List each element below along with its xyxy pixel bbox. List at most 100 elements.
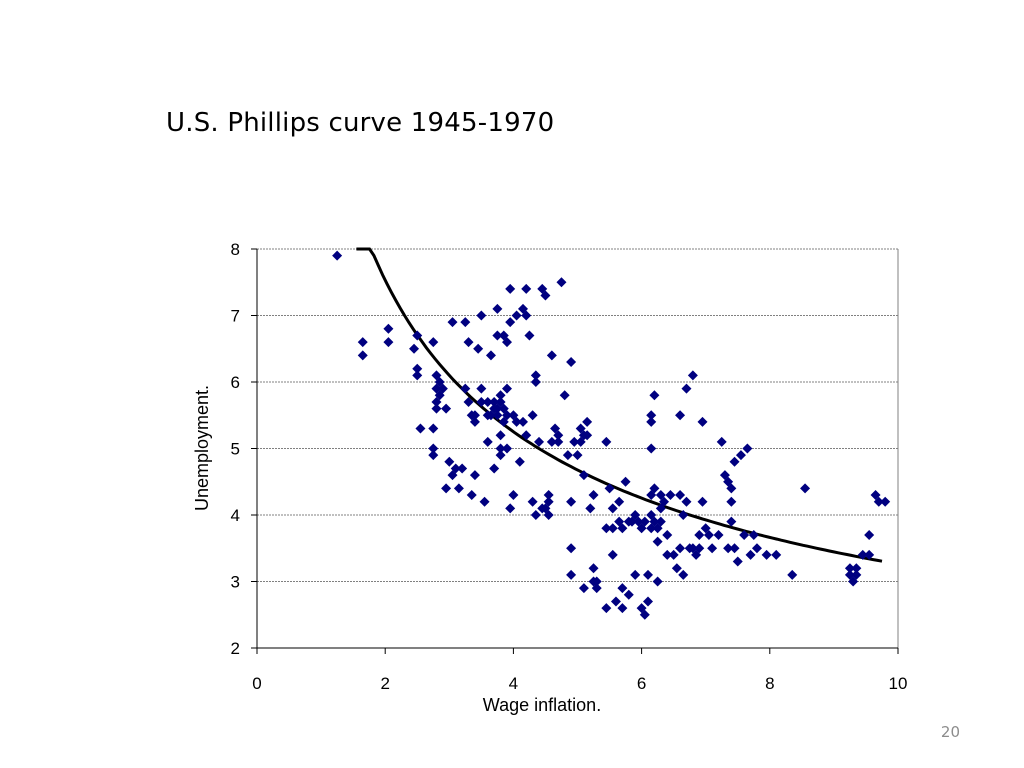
data-point (694, 543, 705, 554)
data-point (412, 370, 423, 381)
data-point (543, 490, 554, 501)
data-point (751, 543, 762, 554)
data-point (572, 450, 583, 461)
data-point (453, 483, 464, 494)
data-point (771, 549, 782, 560)
data-point (873, 496, 884, 507)
data-point (473, 343, 484, 354)
y-tick-label-5: 5 (231, 440, 240, 459)
data-point (851, 563, 862, 574)
data-point (607, 549, 618, 560)
data-point (678, 510, 689, 520)
data-point (864, 549, 875, 560)
data-point (607, 523, 618, 534)
data-point (582, 430, 593, 441)
data-point (662, 529, 673, 540)
y-axis-title: Unemployment. (192, 385, 212, 511)
data-point (851, 569, 862, 580)
data-point (668, 549, 679, 560)
data-point (428, 337, 439, 348)
data-point (492, 410, 503, 421)
data-point (428, 450, 439, 461)
data-point (857, 549, 868, 560)
data-point (482, 396, 493, 407)
data-point (457, 463, 468, 474)
data-point (553, 430, 564, 441)
data-point (659, 496, 670, 507)
data-point (652, 576, 663, 587)
data-point (518, 416, 529, 427)
x-tick-label-10: 10 (889, 674, 908, 693)
gridlines (257, 248, 899, 648)
data-point (540, 290, 551, 301)
x-tick-label-8: 8 (765, 674, 774, 693)
data-point (492, 303, 503, 314)
data-point (501, 383, 512, 394)
data-point (505, 503, 516, 514)
data-point (617, 583, 628, 594)
data-point (588, 490, 599, 501)
data-point (463, 337, 474, 348)
data-point (681, 496, 692, 507)
data-point (485, 350, 496, 361)
x-tick-label-4: 4 (509, 674, 518, 693)
data-point (357, 350, 368, 361)
data-point (482, 436, 493, 447)
data-point (601, 523, 612, 534)
data-point (469, 470, 480, 481)
data-point (527, 410, 538, 421)
data-point (726, 483, 737, 494)
y-tick-label-4: 4 (231, 506, 240, 525)
data-point (735, 450, 746, 461)
data-point (678, 569, 689, 580)
data-point (524, 330, 535, 341)
data-point (534, 436, 545, 447)
data-point (460, 383, 471, 394)
data-point (649, 390, 660, 401)
data-point (655, 516, 666, 527)
data-point (530, 370, 541, 381)
data-point (864, 529, 875, 540)
data-point (441, 403, 452, 414)
data-point (409, 343, 420, 354)
data-point (508, 490, 519, 501)
data-point (514, 456, 525, 467)
x-tick-label-6: 6 (637, 674, 646, 693)
data-point (726, 496, 737, 507)
data-point (546, 436, 557, 447)
trend-curve-group (356, 247, 883, 563)
data-point (732, 556, 743, 567)
data-point (466, 490, 477, 501)
y-tick-label-6: 6 (231, 373, 240, 392)
data-point (460, 317, 471, 328)
data-point (566, 569, 577, 580)
data-point (469, 410, 480, 421)
data-point (578, 583, 589, 594)
data-point (511, 416, 522, 427)
data-point (687, 370, 698, 381)
y-tick-label-7: 7 (231, 307, 240, 326)
data-point (703, 529, 714, 540)
data-point (800, 483, 811, 494)
data-point (476, 383, 487, 394)
data-point (566, 543, 577, 554)
data-point (553, 436, 564, 447)
data-point (662, 549, 673, 560)
data-point (447, 317, 458, 328)
data-point (745, 549, 756, 560)
data-point (505, 283, 516, 294)
data-point (761, 549, 772, 560)
data-point (495, 430, 506, 441)
data-point (495, 443, 506, 454)
data-point (639, 516, 650, 527)
data-point (675, 410, 686, 421)
data-point (726, 516, 737, 527)
y-tick-label-8: 8 (231, 240, 240, 259)
data-point (610, 596, 621, 607)
data-point (787, 569, 798, 580)
data-point (601, 436, 612, 447)
data-point (450, 463, 461, 474)
data-point (357, 337, 368, 348)
data-point (591, 583, 602, 594)
